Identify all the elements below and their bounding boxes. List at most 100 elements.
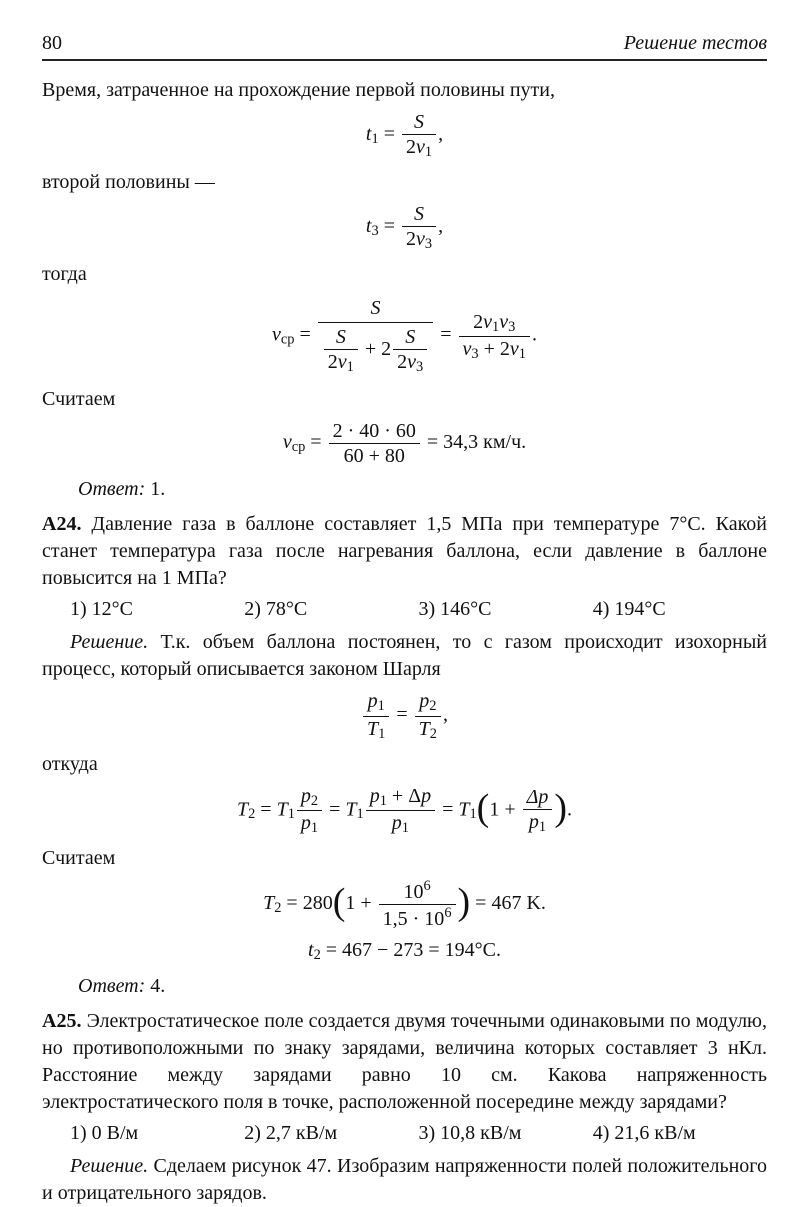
a24-options: 1) 12°С 2) 78°С 3) 146°С 4) 194°С	[42, 596, 767, 623]
eq-den-a: 2	[406, 136, 416, 158]
a25-options: 1) 0 В/м 2) 2,7 кВ/м 3) 10,8 кВ/м 4) 21,…	[42, 1120, 767, 1147]
option-4: 4) 194°С	[593, 596, 767, 623]
option-3: 3) 146°С	[419, 596, 593, 623]
v: T	[367, 718, 378, 740]
answer-label: Ответ:	[78, 478, 145, 500]
s: 1	[539, 819, 546, 835]
a24-solution: Решение. Т.к. объем баллона постоянен, т…	[42, 629, 767, 683]
s: 2	[248, 806, 255, 822]
eq-num: S	[371, 297, 381, 319]
s: 1	[380, 793, 387, 809]
n: 2 · 40 · 60	[329, 419, 420, 444]
eq-den-v: v	[416, 136, 425, 158]
eq-frac: 2 · 40 · 60 60 + 80	[329, 419, 420, 468]
eq-var: v	[272, 324, 281, 346]
a: 2	[473, 311, 483, 333]
equation-vcp: vср = S S 2v1 + 2 S 2v3 = 2v1v3 v3 + 2v1…	[42, 294, 767, 378]
sup: 6	[444, 905, 451, 921]
equation-vcp-num: vср = 2 · 40 · 60 60 + 80 = 34,3 км/ч.	[42, 419, 767, 468]
s: 3	[471, 346, 478, 362]
eq-sub: ср	[292, 439, 306, 455]
ds: 3	[416, 359, 423, 375]
s: 1	[469, 806, 476, 822]
n: 10	[403, 881, 423, 903]
s: 1	[378, 726, 385, 742]
answer-2: Ответ: 4.	[42, 973, 767, 1000]
d: 1,5 · 10	[383, 908, 445, 930]
text-otkuda: откуда	[42, 751, 767, 778]
eq-sub: 3	[371, 223, 378, 239]
n: S	[336, 326, 346, 348]
one: 1 +	[345, 892, 376, 914]
v: p	[368, 690, 378, 712]
s: 1	[519, 346, 526, 362]
equation-t3: t3 = S 2v3 ,	[42, 202, 767, 253]
v: T	[458, 798, 469, 820]
eq-den-s: 3	[425, 236, 432, 252]
text-schitaem-2: Считаем	[42, 845, 767, 872]
eq-den-v: v	[416, 228, 425, 250]
eq-den-s: 1	[425, 144, 432, 160]
solution-label: Решение.	[70, 1155, 148, 1177]
p: + Δ	[387, 785, 421, 807]
question-text: Электростатическое поле создается двумя …	[42, 1010, 767, 1113]
ds: 1	[347, 359, 354, 375]
eq-sub: 1	[371, 131, 378, 147]
question-text: Давление газа в баллоне составляет 1,5 М…	[42, 513, 767, 589]
equation-t2-deriv: T2 = T1 p2 p1 = T1 p1 + Δp p1 = T1(1 + Δ…	[42, 784, 767, 837]
eq-den-a: 2	[406, 228, 416, 250]
solution-text: Т.к. объем баллона постоянен, то с газом…	[42, 631, 767, 680]
s: 1	[288, 806, 295, 822]
eq-rhs-frac: 2v1v3 v3 + 2v1	[459, 310, 530, 363]
eq-result: = 34,3 км/ч.	[422, 432, 526, 454]
text-schitaem-1: Считаем	[42, 386, 767, 413]
v: p	[301, 785, 311, 807]
v: T	[237, 798, 248, 820]
s: 2	[429, 698, 436, 714]
sup: 6	[423, 878, 430, 894]
a24-question: А24. Давление газа в баллоне составляет …	[42, 511, 767, 592]
plus: + 2	[360, 338, 391, 360]
v: T	[419, 718, 430, 740]
n: Δp	[527, 786, 549, 808]
v: p	[419, 690, 429, 712]
rfrac: p2 T2	[415, 689, 441, 742]
eq-num: S	[414, 203, 424, 225]
eq-bigfrac: S S 2v1 + 2 S 2v3	[318, 294, 433, 378]
d: 60 + 80	[329, 444, 420, 468]
rhs: = 467 − 273 = 194°C.	[321, 939, 501, 961]
eq-num: S	[414, 111, 424, 133]
dv: v	[338, 351, 347, 373]
option-2: 2) 2,7 кВ/м	[244, 1120, 418, 1147]
p: + 2	[479, 338, 510, 360]
s: 1	[402, 820, 409, 836]
one: 1 +	[489, 798, 520, 820]
coef: = 280	[281, 892, 332, 914]
v: T	[345, 798, 356, 820]
section-title: Решение тестов	[624, 30, 767, 57]
s: 2	[311, 793, 318, 809]
a25-solution: Решение. Сделаем рисунок 47. Изобразим н…	[42, 1153, 767, 1207]
answer-value: 1.	[145, 478, 165, 500]
f2: p1 + Δp p1	[366, 784, 435, 837]
eq-subfrac1: S 2v1	[324, 325, 358, 376]
page-number: 80	[42, 30, 62, 57]
answer-label: Ответ:	[78, 975, 145, 997]
equation-t2-celsius: t2 = 467 − 273 = 194°C.	[42, 937, 767, 965]
f: 106 1,5 · 106	[379, 878, 456, 931]
intro-text-2: второй половины —	[42, 169, 767, 196]
pf: Δp p1	[523, 785, 553, 836]
v: T	[263, 892, 274, 914]
answer-value: 4.	[145, 975, 165, 997]
option-4: 4) 21,6 кВ/м	[593, 1120, 767, 1147]
s: 1	[378, 698, 385, 714]
question-label: А24.	[42, 513, 81, 535]
v: v	[510, 338, 519, 360]
s: 3	[508, 319, 515, 335]
v: p	[421, 785, 431, 807]
text-togda: тогда	[42, 261, 767, 288]
v: T	[277, 798, 288, 820]
equation-charles: p1 T1 = p2 T2 ,	[42, 689, 767, 742]
lfrac: p1 T1	[363, 689, 389, 742]
eq-frac: S 2v1	[402, 110, 436, 161]
